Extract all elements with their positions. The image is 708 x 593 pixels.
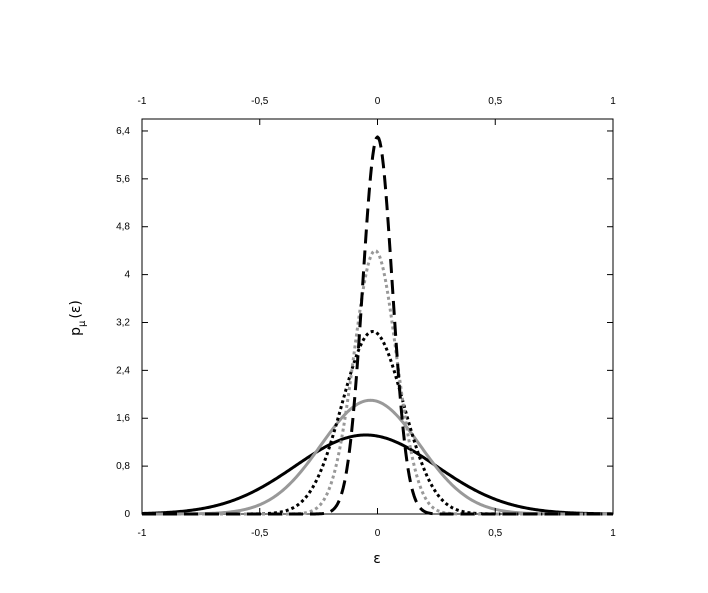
plot-border xyxy=(141,118,614,515)
x-tick-label: 0 xyxy=(375,528,381,539)
x2-tick-label: 0 xyxy=(375,96,381,107)
y-tick-label: 1,6 xyxy=(116,413,130,424)
y-tick-label: 5,6 xyxy=(116,174,130,185)
y-axis-label-main: p xyxy=(68,327,84,336)
y-tick-label: 4 xyxy=(124,270,130,281)
series-line-4 xyxy=(141,249,614,516)
x2-tick-label: -1 xyxy=(138,96,147,107)
y-tick-label: 4,8 xyxy=(116,222,130,233)
y-axis-label-arg: (ε) xyxy=(68,300,84,319)
y-tick-label: 3,2 xyxy=(116,317,130,328)
series-line-2 xyxy=(141,398,614,516)
y-axis-label-subscript: μ xyxy=(77,320,88,327)
curves xyxy=(141,135,614,516)
x2-tick-label: -0,5 xyxy=(251,96,269,107)
series-line-5 xyxy=(141,135,614,516)
series-line-1 xyxy=(141,433,614,516)
y-tick-label: 6,4 xyxy=(116,126,130,137)
x-axis-label: ε xyxy=(373,551,381,567)
y-tick-label: 2,4 xyxy=(116,365,130,376)
plot-frame xyxy=(141,118,614,515)
x-tick-label: 1 xyxy=(610,528,616,539)
x-tick-label: -1 xyxy=(138,528,147,539)
y-axis-label: pμ(ε) xyxy=(68,300,88,336)
x-tick-label: 0,5 xyxy=(488,528,502,539)
x-tick-label: -0,5 xyxy=(251,528,269,539)
y-tick-label: 0,8 xyxy=(116,461,130,472)
ticks xyxy=(141,119,614,515)
tick-labels: -1 -0,5 0 0,5 1 -1 -0,5 0 0,5 1 0 0,8 1,6 2,4 3,2 4 4,8 5… xyxy=(116,96,616,539)
series-line-3 xyxy=(141,329,614,516)
y-tick-label: 0 xyxy=(124,509,130,520)
x2-tick-label: 1 xyxy=(610,96,616,107)
x2-tick-label: 0,5 xyxy=(488,96,502,107)
